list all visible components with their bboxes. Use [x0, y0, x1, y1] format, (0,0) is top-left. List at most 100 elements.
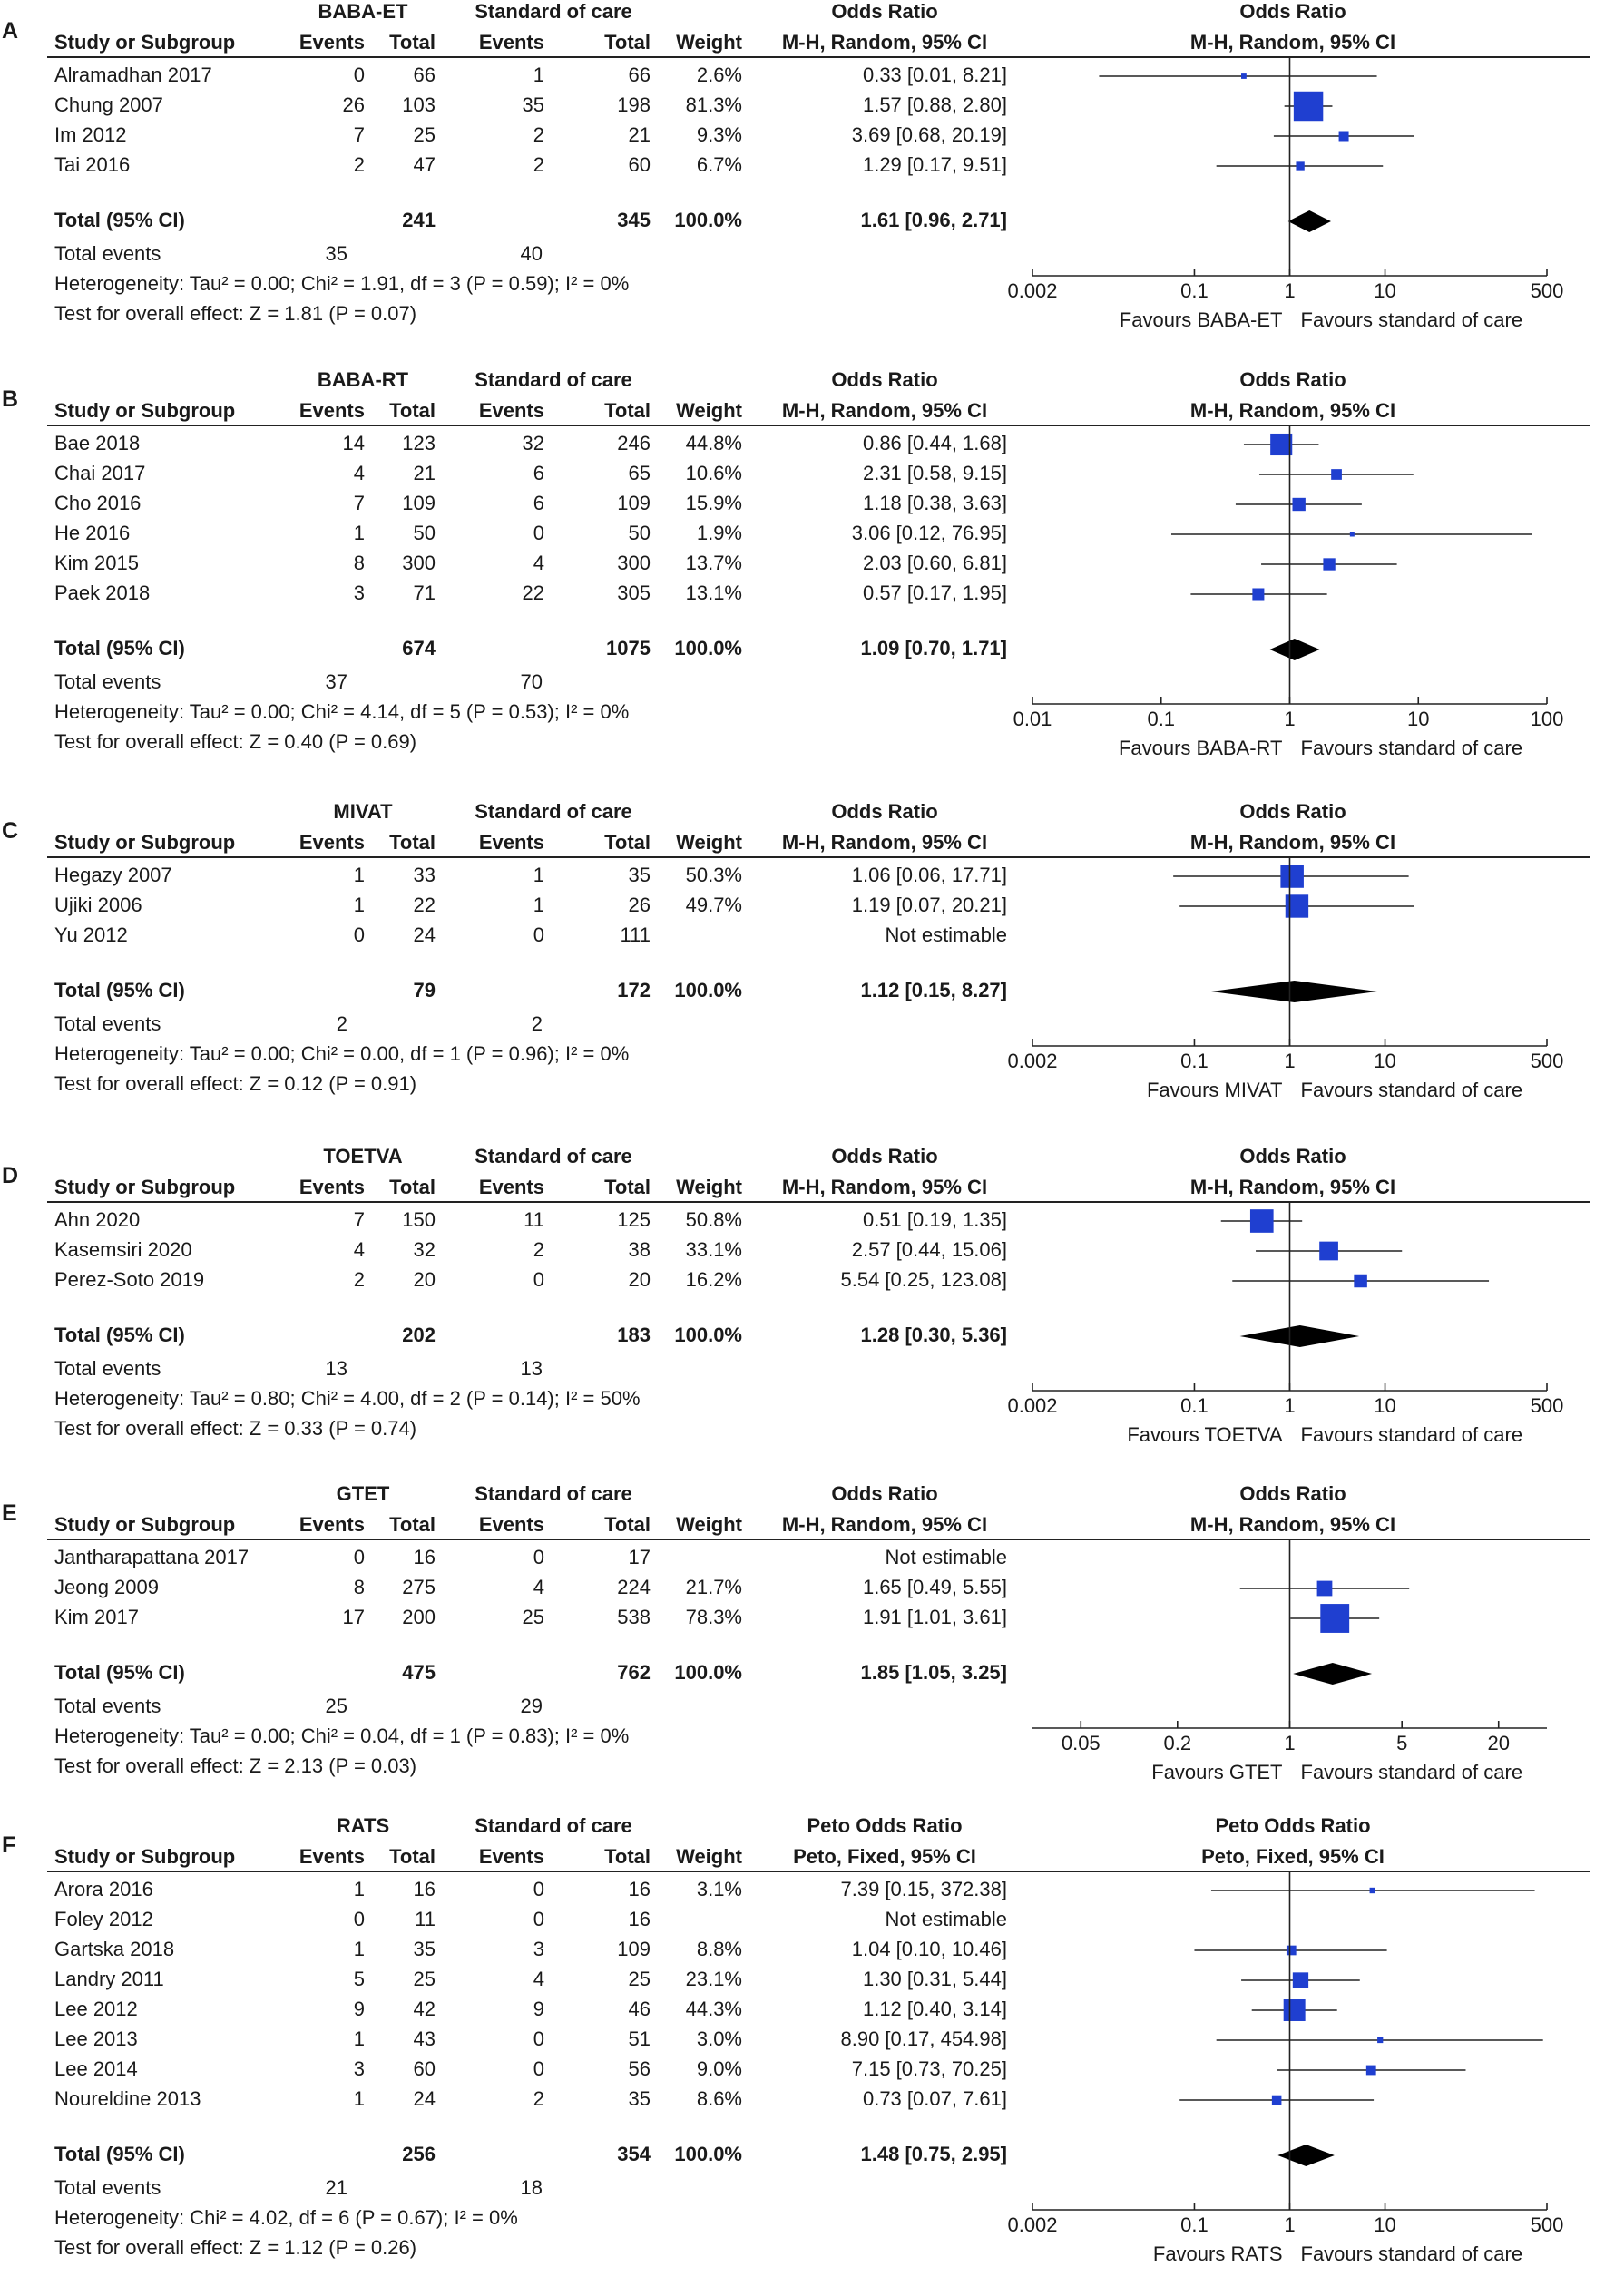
ctl-total-cell: 66: [628, 64, 651, 86]
x-tick-label: 1: [1284, 1732, 1296, 1754]
exp-total-events: 37: [325, 670, 347, 693]
total-label: Total (95% CI): [54, 1661, 185, 1684]
x-tick-label: 0.05: [1061, 1732, 1101, 1754]
ctl-total-cell: 109: [617, 1938, 651, 1960]
experimental-group-label: TOETVA: [323, 1145, 403, 1168]
study-point-marker: [1365, 2065, 1376, 2076]
effect-ci-cell: Not estimable: [885, 1546, 1007, 1568]
effect-ci-cell: 0.33 [0.01, 8.21]: [862, 64, 1007, 86]
weight-column-header: Weight: [676, 831, 742, 854]
weight-cell: 3.0%: [696, 2027, 742, 2050]
ctl-events-column-header: Events: [478, 1176, 544, 1198]
exp-total-cell: 16: [413, 1878, 436, 1900]
effect-ci-cell: 2.31 [0.58, 9.15]: [862, 462, 1007, 484]
overall-effect-text: Test for overall effect: Z = 2.13 (P = 0…: [54, 1754, 417, 1777]
ctl-events-column-header: Events: [478, 1513, 544, 1536]
study-point-marker: [1283, 1999, 1306, 2021]
weight-column-header: Weight: [676, 399, 742, 422]
study-name: Tai 2016: [54, 153, 131, 176]
ctl-total-column-header: Total: [604, 31, 651, 54]
ctl-total-cell: 109: [617, 492, 651, 514]
exp-events-cell: 1: [353, 2087, 365, 2110]
forest-plot-svg: [1032, 1540, 1547, 1729]
exp-total-cell: 47: [413, 153, 436, 176]
study-name: Jantharapattana 2017: [54, 1546, 250, 1568]
weight-cell: 78.3%: [685, 1606, 742, 1628]
x-tick-label: 1: [1284, 1394, 1296, 1417]
study-name: Chung 2007: [54, 93, 163, 116]
exp-total-cell: 22: [413, 894, 436, 916]
ctl-total-column-header: Total: [604, 1513, 651, 1536]
x-tick-label: 500: [1530, 2213, 1564, 2236]
total-events-label: Total events: [54, 1695, 161, 1717]
exp-events-cell: 7: [353, 123, 365, 146]
exp-events-cell: 9: [353, 1998, 365, 2020]
x-tick-label: 500: [1530, 1394, 1564, 1417]
total-events-label: Total events: [54, 1012, 161, 1035]
study-name: Cho 2016: [54, 492, 142, 514]
total-events-label: Total events: [54, 2176, 161, 2199]
weight-cell: 49.7%: [685, 894, 742, 916]
ctl-total-cell: 56: [628, 2057, 651, 2080]
ctl-total-cell: 35: [628, 2087, 651, 2110]
exp-total-cell: 109: [402, 492, 436, 514]
study-name: Yu 2012: [54, 923, 128, 946]
exp-total-column-header: Total: [389, 1176, 436, 1198]
effect-ci-cell: 7.39 [0.15, 372.38]: [840, 1878, 1008, 1900]
total-weight: 100.0%: [674, 1661, 742, 1684]
table-header-rule: [47, 1871, 1007, 1872]
exp-events-cell: 7: [353, 492, 365, 514]
exp-total-cell: 275: [402, 1576, 436, 1598]
x-tick-label: 500: [1530, 1050, 1564, 1072]
x-tick-label: 20: [1487, 1732, 1510, 1754]
study-name: Arora 2016: [54, 1878, 153, 1900]
exp-total-sum: 202: [402, 1324, 436, 1346]
control-group-label: Standard of care: [475, 1814, 632, 1837]
effect-ci-cell: 1.12 [0.40, 3.14]: [862, 1998, 1007, 2020]
plot-header-rule: [1005, 1539, 1590, 1540]
x-tick-label: 100: [1530, 708, 1564, 730]
ctl-total-cell: 38: [628, 1238, 651, 1261]
total-label: Total (95% CI): [54, 637, 185, 659]
plot-header-rule: [1005, 425, 1590, 426]
forest-panel-d: D TOETVA Standard of care Odds Ratio Odds Ra…: [0, 1145, 1605, 1480]
study-name: Noureldine 2013: [54, 2087, 201, 2110]
exp-events-cell: 2: [353, 153, 365, 176]
ctl-events-cell: 1: [533, 864, 544, 886]
study-name: Kim 2017: [54, 1606, 139, 1628]
study-name: Lee 2012: [54, 1998, 138, 2020]
study-name: Hegazy 2007: [54, 864, 172, 886]
forest-plot-svg: [1032, 1203, 1548, 1392]
exp-events-cell: 8: [353, 552, 365, 574]
effect-header-label: Odds Ratio: [831, 1482, 938, 1505]
x-tick-label: 0.1: [1147, 708, 1176, 730]
method-column-header: M-H, Random, 95% CI: [781, 1176, 988, 1198]
exp-total-events: 2: [336, 1012, 347, 1035]
study-name: Foley 2012: [54, 1908, 153, 1930]
exp-events-column-header: Events: [298, 31, 365, 54]
effect-ci-cell: 2.03 [0.60, 6.81]: [862, 552, 1007, 574]
ctl-total-cell: 50: [628, 522, 651, 544]
exp-events-column-header: Events: [298, 399, 365, 422]
weight-column-header: Weight: [676, 1845, 742, 1868]
effect-ci-cell: 3.69 [0.68, 20.19]: [851, 123, 1007, 146]
control-group-label: Standard of care: [475, 368, 632, 391]
exp-total-cell: 103: [402, 93, 436, 116]
panel-letter: F: [2, 1832, 16, 1858]
pooled-estimate-diamond: [1210, 981, 1377, 1002]
pooled-estimate-diamond: [1287, 210, 1331, 232]
method-column-header: Peto, Fixed, 95% CI: [793, 1845, 976, 1868]
effect-ci-cell: 1.19 [0.07, 20.21]: [851, 894, 1007, 916]
total-weight: 100.0%: [674, 979, 742, 1001]
exp-events-cell: 0: [353, 1546, 365, 1568]
ctl-events-cell: 9: [533, 1998, 544, 2020]
weight-cell: 44.3%: [685, 1998, 742, 2020]
exp-total-cell: 21: [413, 462, 436, 484]
ctl-total-sum: 354: [617, 2143, 651, 2165]
favours-left-label: Favours RATS: [1152, 2242, 1283, 2265]
heterogeneity-text: Heterogeneity: Tau² = 0.00; Chi² = 0.04,…: [54, 1724, 630, 1747]
effect-ci-cell: 0.73 [0.07, 7.61]: [862, 2087, 1007, 2110]
control-group-label: Standard of care: [475, 1482, 632, 1505]
plot-header-rule: [1005, 1871, 1590, 1872]
plot-effect-header-label: Odds Ratio: [1239, 368, 1346, 391]
